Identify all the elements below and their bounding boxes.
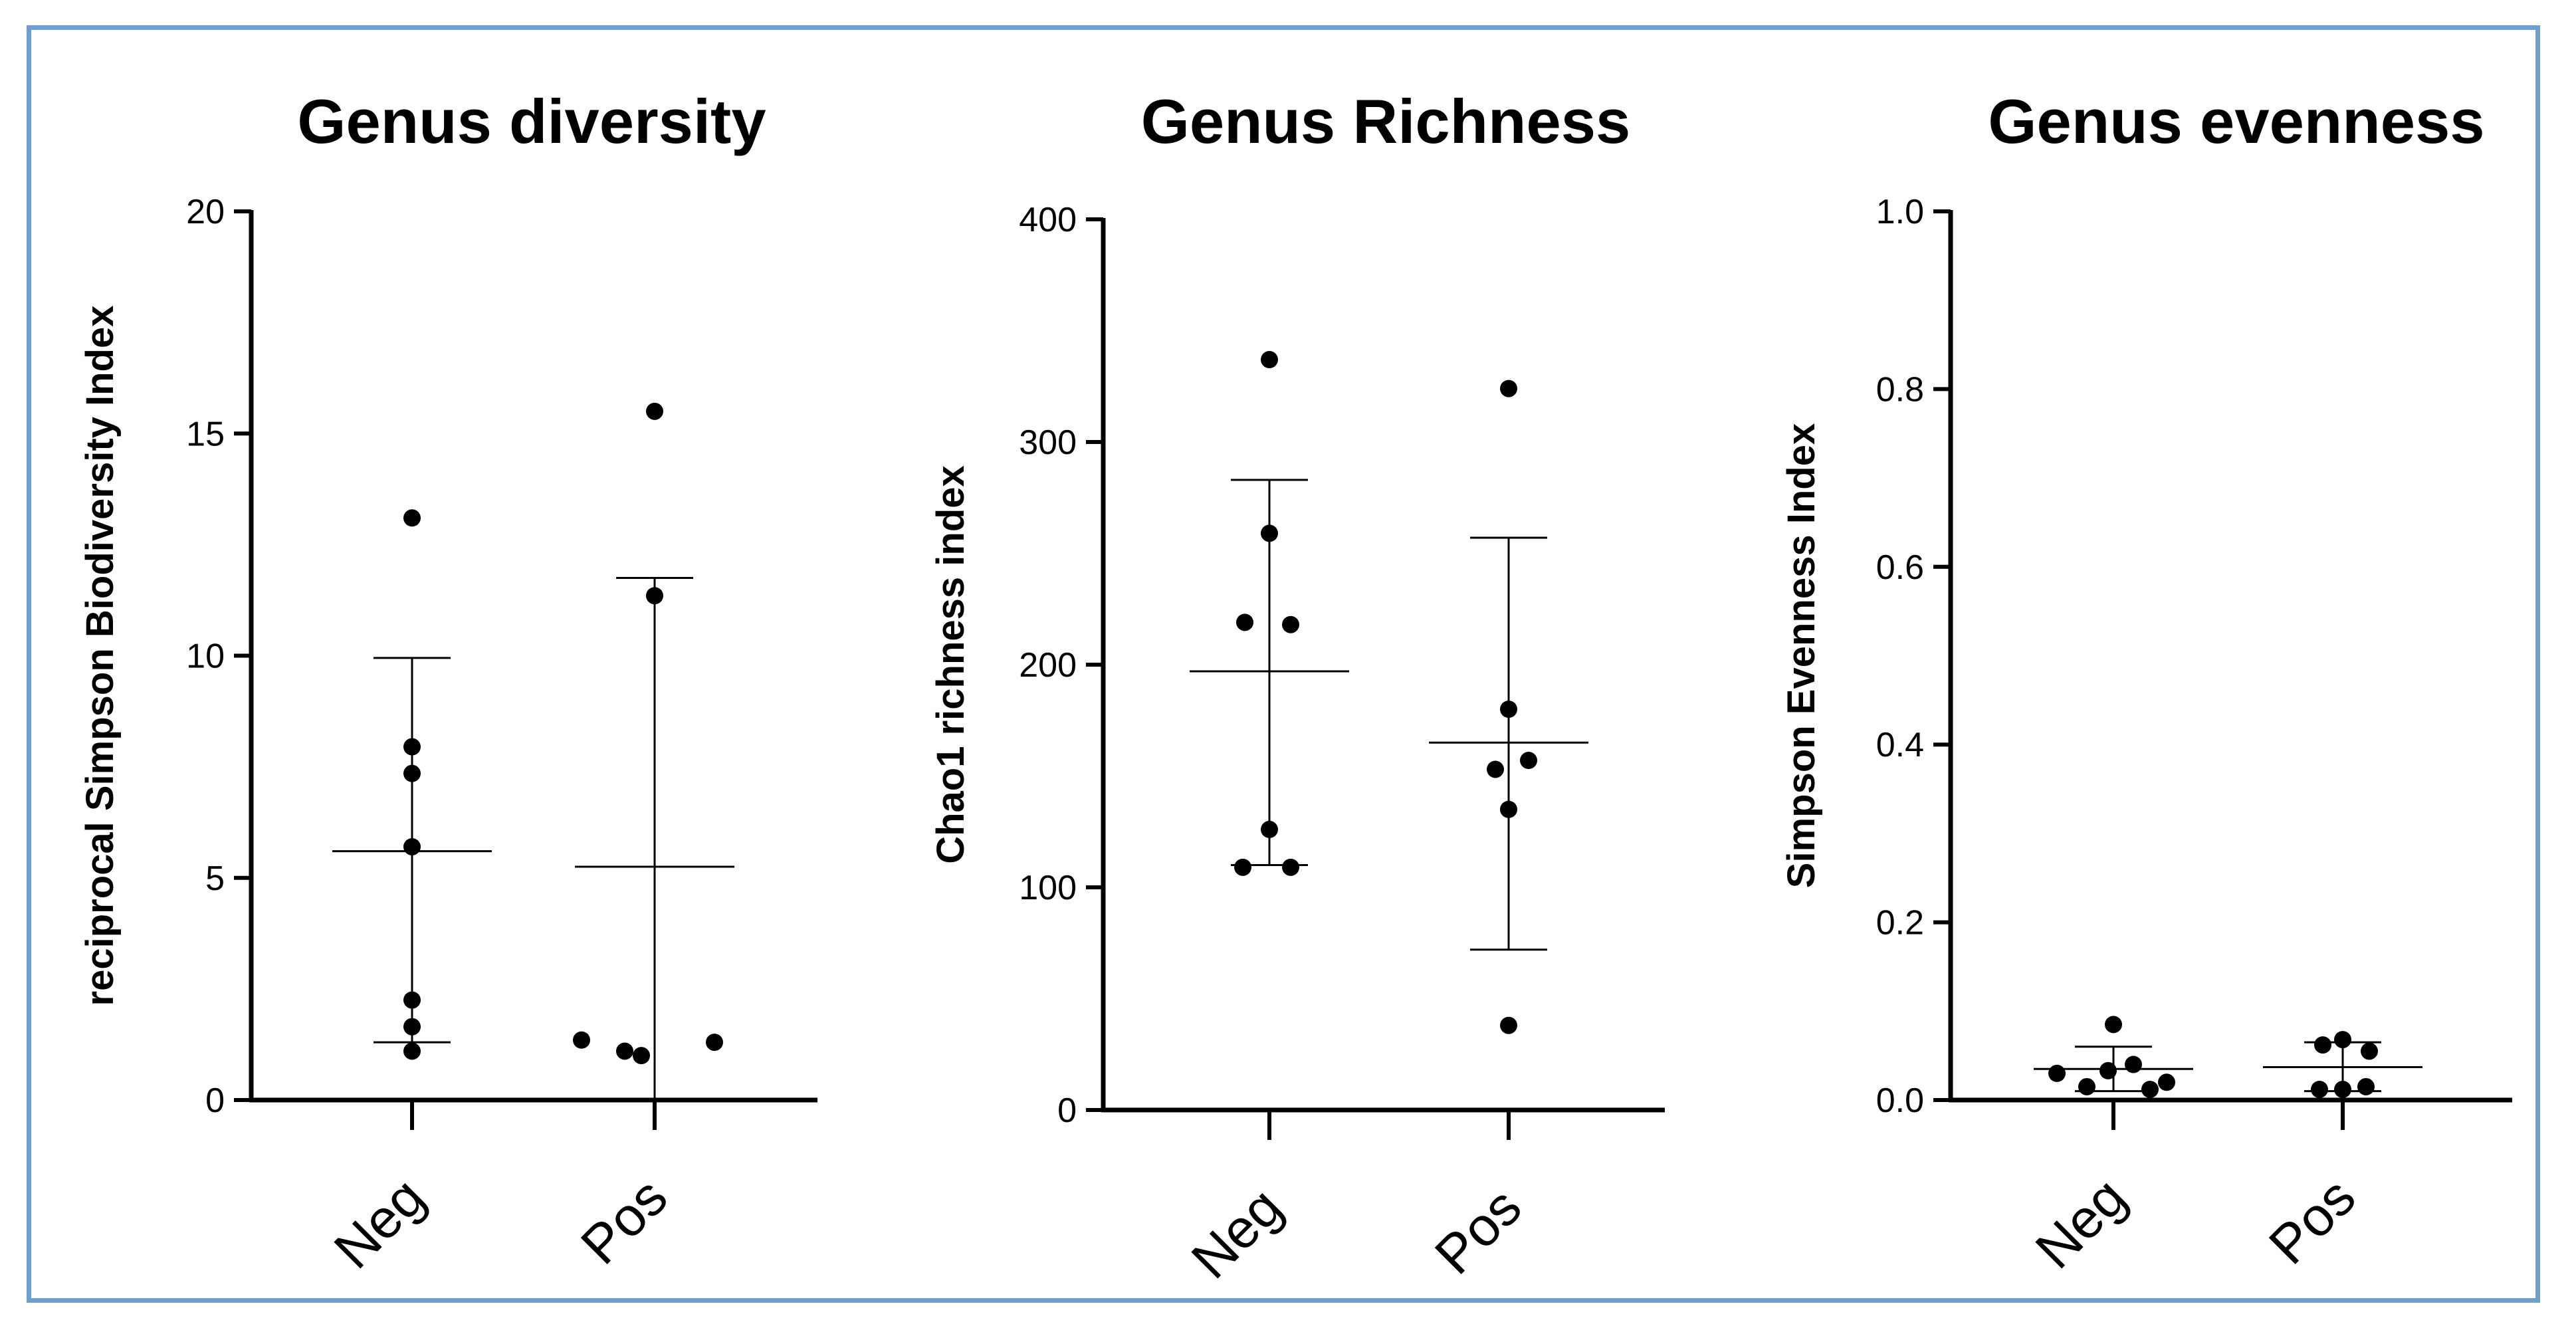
data-point (1500, 701, 1517, 718)
data-point (403, 738, 421, 756)
data-point (2125, 1055, 2142, 1073)
data-point (1500, 800, 1517, 818)
data-point (2357, 1077, 2375, 1095)
data-point (2311, 1080, 2328, 1098)
data-point (2099, 1061, 2117, 1079)
data-point (2141, 1080, 2159, 1098)
y-tick-label: 0.8 (1876, 370, 1924, 409)
y-tick-label: 10 (186, 637, 225, 676)
data-point (616, 1042, 633, 1060)
data-point (646, 587, 663, 605)
y-tick-label: 300 (1019, 423, 1077, 462)
data-point (2048, 1064, 2066, 1082)
y-axis-label: reciprocal Simpson Biodiversity Index (78, 306, 122, 1006)
data-point (1261, 820, 1278, 838)
y-tick-label: 0 (205, 1081, 225, 1120)
data-point (646, 402, 663, 420)
data-point (403, 1018, 421, 1036)
y-tick-label: 0 (1057, 1091, 1077, 1130)
y-tick-label: 1.0 (1876, 193, 1924, 231)
y-tick-label: 200 (1019, 646, 1077, 685)
y-tick-label: 0.6 (1876, 548, 1924, 587)
data-point (1487, 760, 1504, 778)
data-point (403, 991, 421, 1009)
x-tick-label-neg: Neg (2024, 1166, 2138, 1280)
data-point (2334, 1080, 2351, 1098)
data-point (1500, 380, 1517, 397)
data-point (403, 837, 421, 855)
x-tick-label-neg: Neg (323, 1166, 437, 1280)
data-point (2078, 1077, 2095, 1095)
x-tick-label-neg: Neg (1180, 1176, 1294, 1290)
data-point (2158, 1073, 2175, 1091)
data-point (1282, 615, 1299, 633)
series-neg (2034, 1016, 2193, 1098)
y-axis-label: Chao1 richness index (929, 465, 972, 864)
y-tick-label: 0.0 (1876, 1081, 1924, 1120)
y-tick-label: 0.2 (1876, 904, 1924, 943)
data-point (403, 509, 421, 527)
data-point (1236, 613, 1253, 631)
x-tick-label-pos: Pos (2258, 1166, 2367, 1276)
data-point (2314, 1036, 2331, 1054)
chart-panel-1: Genus diversity reciprocal Simpson Biodiv… (78, 86, 817, 1280)
chart-title: Genus diversity (297, 86, 766, 156)
data-point (1261, 524, 1278, 542)
y-tick-label: 20 (186, 193, 225, 231)
data-point (2361, 1042, 2378, 1060)
figure-frame (27, 25, 2540, 1303)
data-point (573, 1031, 590, 1049)
series-neg (332, 509, 492, 1060)
data-point (2334, 1031, 2351, 1049)
x-tick-label-pos: Pos (1424, 1176, 1533, 1285)
y-tick-label: 100 (1019, 869, 1077, 907)
y-tick-label: 15 (186, 415, 225, 453)
data-point (1282, 858, 1299, 876)
data-point (403, 764, 421, 782)
data-point (2105, 1016, 2122, 1034)
y-tick-label: 5 (205, 859, 225, 898)
series-neg (1190, 351, 1349, 876)
series-pos (2263, 1031, 2422, 1098)
series-pos (573, 402, 734, 1101)
chart-title: Genus evenness (1988, 86, 2484, 156)
y-axis-label: Simpson Evenness Index (1780, 423, 1823, 888)
data-point (403, 1042, 421, 1060)
series-pos (1429, 380, 1588, 1034)
data-point (706, 1034, 723, 1052)
data-point (1500, 1016, 1517, 1034)
x-tick-label-pos: Pos (570, 1166, 679, 1276)
y-tick-label: 0.4 (1876, 726, 1924, 764)
y-tick-label: 400 (1019, 201, 1077, 239)
data-point (1234, 858, 1251, 876)
chart-title: Genus Richness (1141, 86, 1631, 156)
data-point (1520, 752, 1537, 770)
chart-panel-2: Genus Richness Chao1 richness index 0 100 20… (929, 86, 1665, 1290)
data-point (1261, 351, 1278, 369)
data-point (633, 1047, 650, 1065)
chart-panel-3: Genus evenness Simpson Evenness Index 0.0 0… (1780, 86, 2512, 1280)
